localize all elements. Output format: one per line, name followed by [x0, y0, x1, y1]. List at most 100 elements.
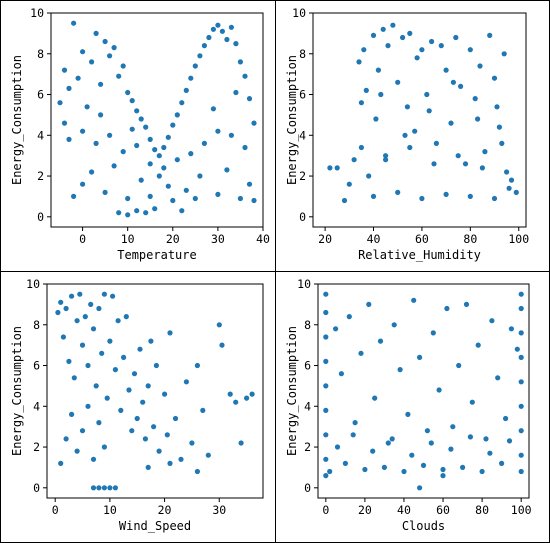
scatter-point: [101, 444, 107, 450]
scatter-point: [424, 428, 430, 434]
scatter-point: [448, 120, 454, 126]
scatter-point: [147, 136, 153, 142]
x-tick-label: 30: [211, 232, 225, 246]
scatter-point: [215, 191, 221, 197]
scatter-point: [170, 122, 176, 128]
scatter-point: [409, 452, 415, 458]
scatter-point: [455, 153, 461, 159]
scatter-point: [383, 153, 389, 159]
x-tick-label: 60: [415, 232, 429, 246]
scatter-point: [424, 91, 430, 98]
scatter-point: [80, 128, 86, 134]
scatter-point: [412, 128, 418, 134]
scatter-point: [362, 466, 368, 473]
scatter-point: [138, 177, 144, 183]
x-tick-label: 100: [508, 232, 529, 246]
scatter-point: [514, 346, 520, 352]
scatter-point: [251, 120, 257, 126]
scatter-point: [372, 395, 378, 401]
y-tick-label: 4: [299, 128, 306, 142]
scatter-point: [228, 24, 234, 30]
scatter-point: [165, 134, 171, 140]
scatter-point: [397, 367, 403, 373]
scatter-point: [450, 424, 456, 430]
scatter-point: [428, 440, 434, 446]
scatter-point: [356, 59, 362, 65]
scatter-point: [156, 448, 162, 454]
scatter-point: [61, 67, 68, 73]
scatter-point: [93, 140, 99, 146]
scatter-point: [482, 149, 488, 155]
scatter-point: [431, 161, 437, 167]
y-tick-label: 10: [30, 6, 44, 20]
scatter-point: [513, 189, 519, 195]
scatter-point: [346, 181, 352, 187]
scatter-point: [499, 140, 505, 146]
y-tick-label: 8: [299, 47, 306, 61]
y-tick-label: 4: [304, 399, 311, 413]
scatter-point: [118, 407, 124, 413]
x-tick-label: 40: [256, 232, 270, 246]
scatter-point: [501, 51, 507, 57]
scatter-point: [165, 183, 171, 189]
scatter-point: [508, 177, 515, 183]
scatter-point: [194, 468, 200, 475]
scatter-point: [489, 318, 495, 324]
scatter-point: [518, 468, 524, 475]
scatter-point: [84, 104, 90, 110]
scatter-point: [358, 100, 364, 106]
scatter-point: [63, 436, 69, 442]
scatter-point: [101, 291, 107, 297]
scatter-point: [400, 34, 406, 41]
scatter-point: [174, 112, 180, 118]
scatter-points: [323, 291, 524, 491]
scatter-point: [395, 79, 401, 85]
scatter-point: [323, 358, 329, 364]
y-axis-label: Energy_Consumption: [285, 326, 299, 456]
scatter-point: [134, 415, 140, 422]
scatter-point: [352, 420, 358, 426]
scatter-point: [518, 305, 524, 312]
axes-frame: [317, 283, 530, 499]
y-tick-label: 10: [292, 6, 306, 20]
x-tick-label: 10: [103, 503, 117, 517]
x-tick-label: 40: [397, 503, 411, 517]
scatter-point: [129, 428, 135, 434]
scatter-point: [224, 167, 230, 173]
scatter-point: [79, 342, 86, 348]
scatter-point: [152, 147, 158, 153]
scatter-point: [358, 144, 364, 151]
scatter-point: [233, 89, 239, 96]
scatter-point: [419, 195, 425, 202]
scatter-point: [227, 391, 233, 397]
scatter-point: [224, 36, 230, 43]
scatter-point: [407, 30, 413, 36]
scatter-point: [411, 297, 417, 303]
x-tick-label: 30: [212, 503, 226, 517]
scatter-point: [448, 446, 454, 452]
humidity-vs-energy-scatter: 20 40 60 80 100 0 2 4 6 8 10 Relative_Humidity Energ…: [285, 6, 529, 262]
scatter-point: [351, 157, 357, 163]
scatter-point: [183, 87, 189, 93]
scatter-point: [436, 387, 442, 393]
scatter-point: [121, 354, 127, 360]
scatter-point: [179, 100, 185, 106]
scatter-point: [142, 436, 148, 442]
scatter-point: [483, 436, 489, 442]
scatter-point: [129, 126, 135, 132]
scatter-point: [503, 415, 509, 422]
scatter-point: [242, 73, 248, 79]
y-axis-label: Energy_Consumption: [10, 326, 24, 456]
y-tick-label: 0: [304, 481, 311, 495]
scatter-point: [66, 136, 72, 142]
y-tick-label: 10: [297, 277, 311, 291]
scatter-point: [116, 210, 122, 216]
scatter-point: [89, 59, 95, 65]
x-tick-label: 20: [358, 503, 372, 517]
scatter-point: [381, 464, 387, 470]
scatter-point: [162, 391, 168, 397]
x-tick-label: 80: [463, 232, 477, 246]
scatter-point: [205, 452, 211, 458]
scatter-point: [192, 63, 198, 69]
scatter-point: [107, 338, 113, 344]
